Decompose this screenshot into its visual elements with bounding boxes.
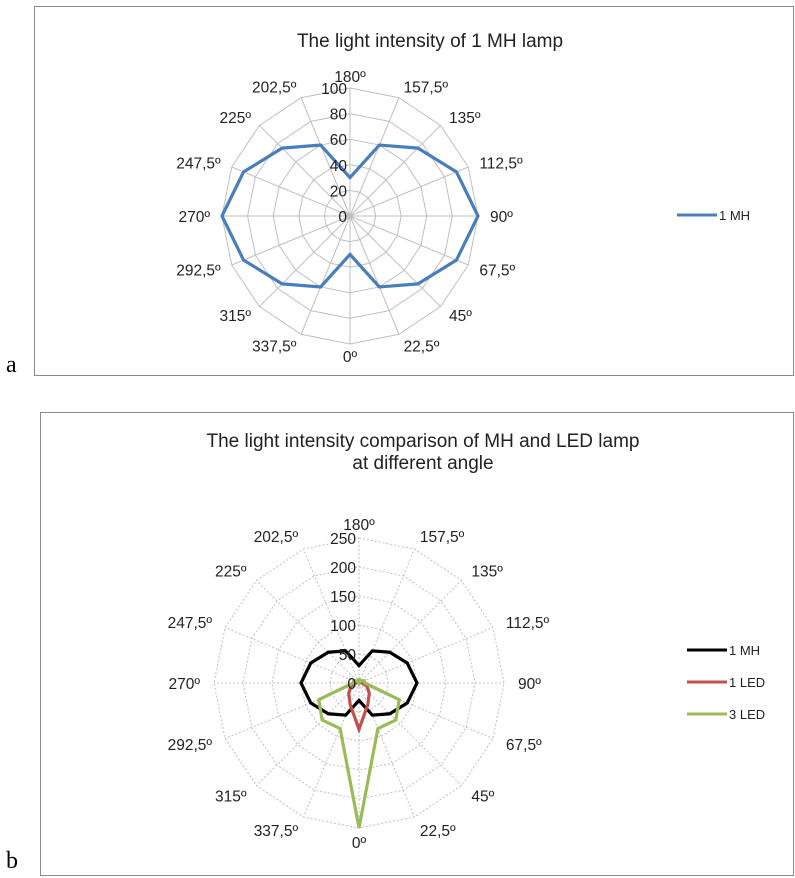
panel-label-a: a xyxy=(6,352,17,378)
angle-label: 315º xyxy=(219,308,251,325)
radial-tick-label: 0 xyxy=(347,676,356,693)
grid-spoke xyxy=(256,580,360,684)
grid-ring xyxy=(271,595,447,771)
grid-spoke xyxy=(349,166,469,217)
radial-tick-label: 0 xyxy=(338,209,347,226)
radial-tick-label: 50 xyxy=(339,647,357,664)
angle-label: 135º xyxy=(449,110,481,127)
angle-label: 202,5º xyxy=(254,529,299,546)
grid-spoke xyxy=(300,215,351,335)
grid-spoke xyxy=(224,627,360,684)
angle-label: 135º xyxy=(471,564,503,581)
radar-chart-a: The light intensity of 1 MH lamp 0 20 40 60 8… xyxy=(34,6,794,376)
radial-tick-label: 200 xyxy=(330,560,356,577)
angle-label: 157,5º xyxy=(404,80,449,97)
angle-label: 90º xyxy=(490,209,513,226)
grid-spoke xyxy=(349,215,441,307)
grid-spoke xyxy=(358,627,494,684)
radial-tick-label: 100 xyxy=(330,618,356,635)
grid-spoke xyxy=(256,682,360,786)
angle-label: 292,5º xyxy=(168,737,213,754)
series-line-3-led xyxy=(317,677,401,829)
legend-label: 1 MH xyxy=(719,208,750,223)
angle-label: 157,5º xyxy=(420,529,465,546)
angle-label: 225º xyxy=(215,564,247,581)
angle-label: 225º xyxy=(219,110,251,127)
angle-label: 247,5º xyxy=(176,155,221,172)
radial-tick-label: 250 xyxy=(330,531,356,548)
panel-label-b: b xyxy=(6,848,18,874)
radial-tick-label: 100 xyxy=(321,81,347,98)
angle-label: 45º xyxy=(471,788,494,805)
grid-spoke xyxy=(349,215,469,266)
angle-label: 202,5º xyxy=(252,80,297,97)
angle-label: 22,5º xyxy=(420,823,456,840)
angle-label: 247,5º xyxy=(168,615,213,632)
angle-label: 0º xyxy=(352,835,367,852)
angle-label: 337,5º xyxy=(254,823,299,840)
grid-spoke xyxy=(349,125,441,217)
angle-label: 112,5º xyxy=(479,155,523,172)
angle-label: 180º xyxy=(343,517,375,534)
legend-label: 1 LED xyxy=(729,675,765,690)
angle-label: 292,5º xyxy=(176,263,221,280)
angle-label: 22,5º xyxy=(404,338,440,355)
radial-tick-label: 20 xyxy=(330,183,348,200)
radar-chart-b-svg: The light intensity comparison of MH and… xyxy=(168,431,765,852)
angle-label: 270º xyxy=(178,209,210,226)
grid-spoke xyxy=(358,682,462,786)
grid-spoke xyxy=(231,215,351,266)
angle-label: 67,5º xyxy=(506,737,542,754)
grid-spoke xyxy=(358,580,462,684)
radial-tick-label: 40 xyxy=(330,158,348,175)
legend-label: 1 MH xyxy=(729,643,760,658)
grid-ring xyxy=(242,566,476,800)
grid-spoke xyxy=(358,548,415,684)
grid-spoke xyxy=(300,97,351,217)
angle-label: 315º xyxy=(215,788,247,805)
radar-chart-a-svg: The light intensity of 1 MH lamp 0 20 40 60 8… xyxy=(176,31,750,366)
chart-title: The light intensity of 1 MH lamp xyxy=(297,31,563,52)
series-line-1-mh xyxy=(299,649,419,717)
angle-label: 112,5º xyxy=(506,615,550,632)
radar-chart-b: The light intensity comparison of MH and… xyxy=(40,412,794,876)
angle-label: 67,5º xyxy=(479,263,515,280)
angle-label: 270º xyxy=(168,676,200,693)
series-line-1-mh xyxy=(220,143,480,289)
legend-label: 3 LED xyxy=(729,707,765,722)
angle-label: 180º xyxy=(334,69,366,86)
chart-title: The light intensity comparison of MH and… xyxy=(207,431,640,452)
grid-spoke xyxy=(231,166,351,217)
grid-spoke xyxy=(303,548,360,684)
radial-tick-label: 60 xyxy=(330,132,348,149)
angle-label: 45º xyxy=(449,308,472,325)
angle-label: 337,5º xyxy=(252,338,297,355)
angle-label: 0º xyxy=(343,349,358,366)
grid-spoke xyxy=(259,215,351,307)
grid-spoke xyxy=(349,97,400,217)
grid-spoke xyxy=(349,215,400,335)
angle-label: 90º xyxy=(518,676,541,693)
radial-tick-label: 80 xyxy=(330,107,348,124)
chart-title: at different angle xyxy=(352,453,493,474)
radial-tick-label: 150 xyxy=(330,589,356,606)
grid-spoke xyxy=(259,125,351,217)
